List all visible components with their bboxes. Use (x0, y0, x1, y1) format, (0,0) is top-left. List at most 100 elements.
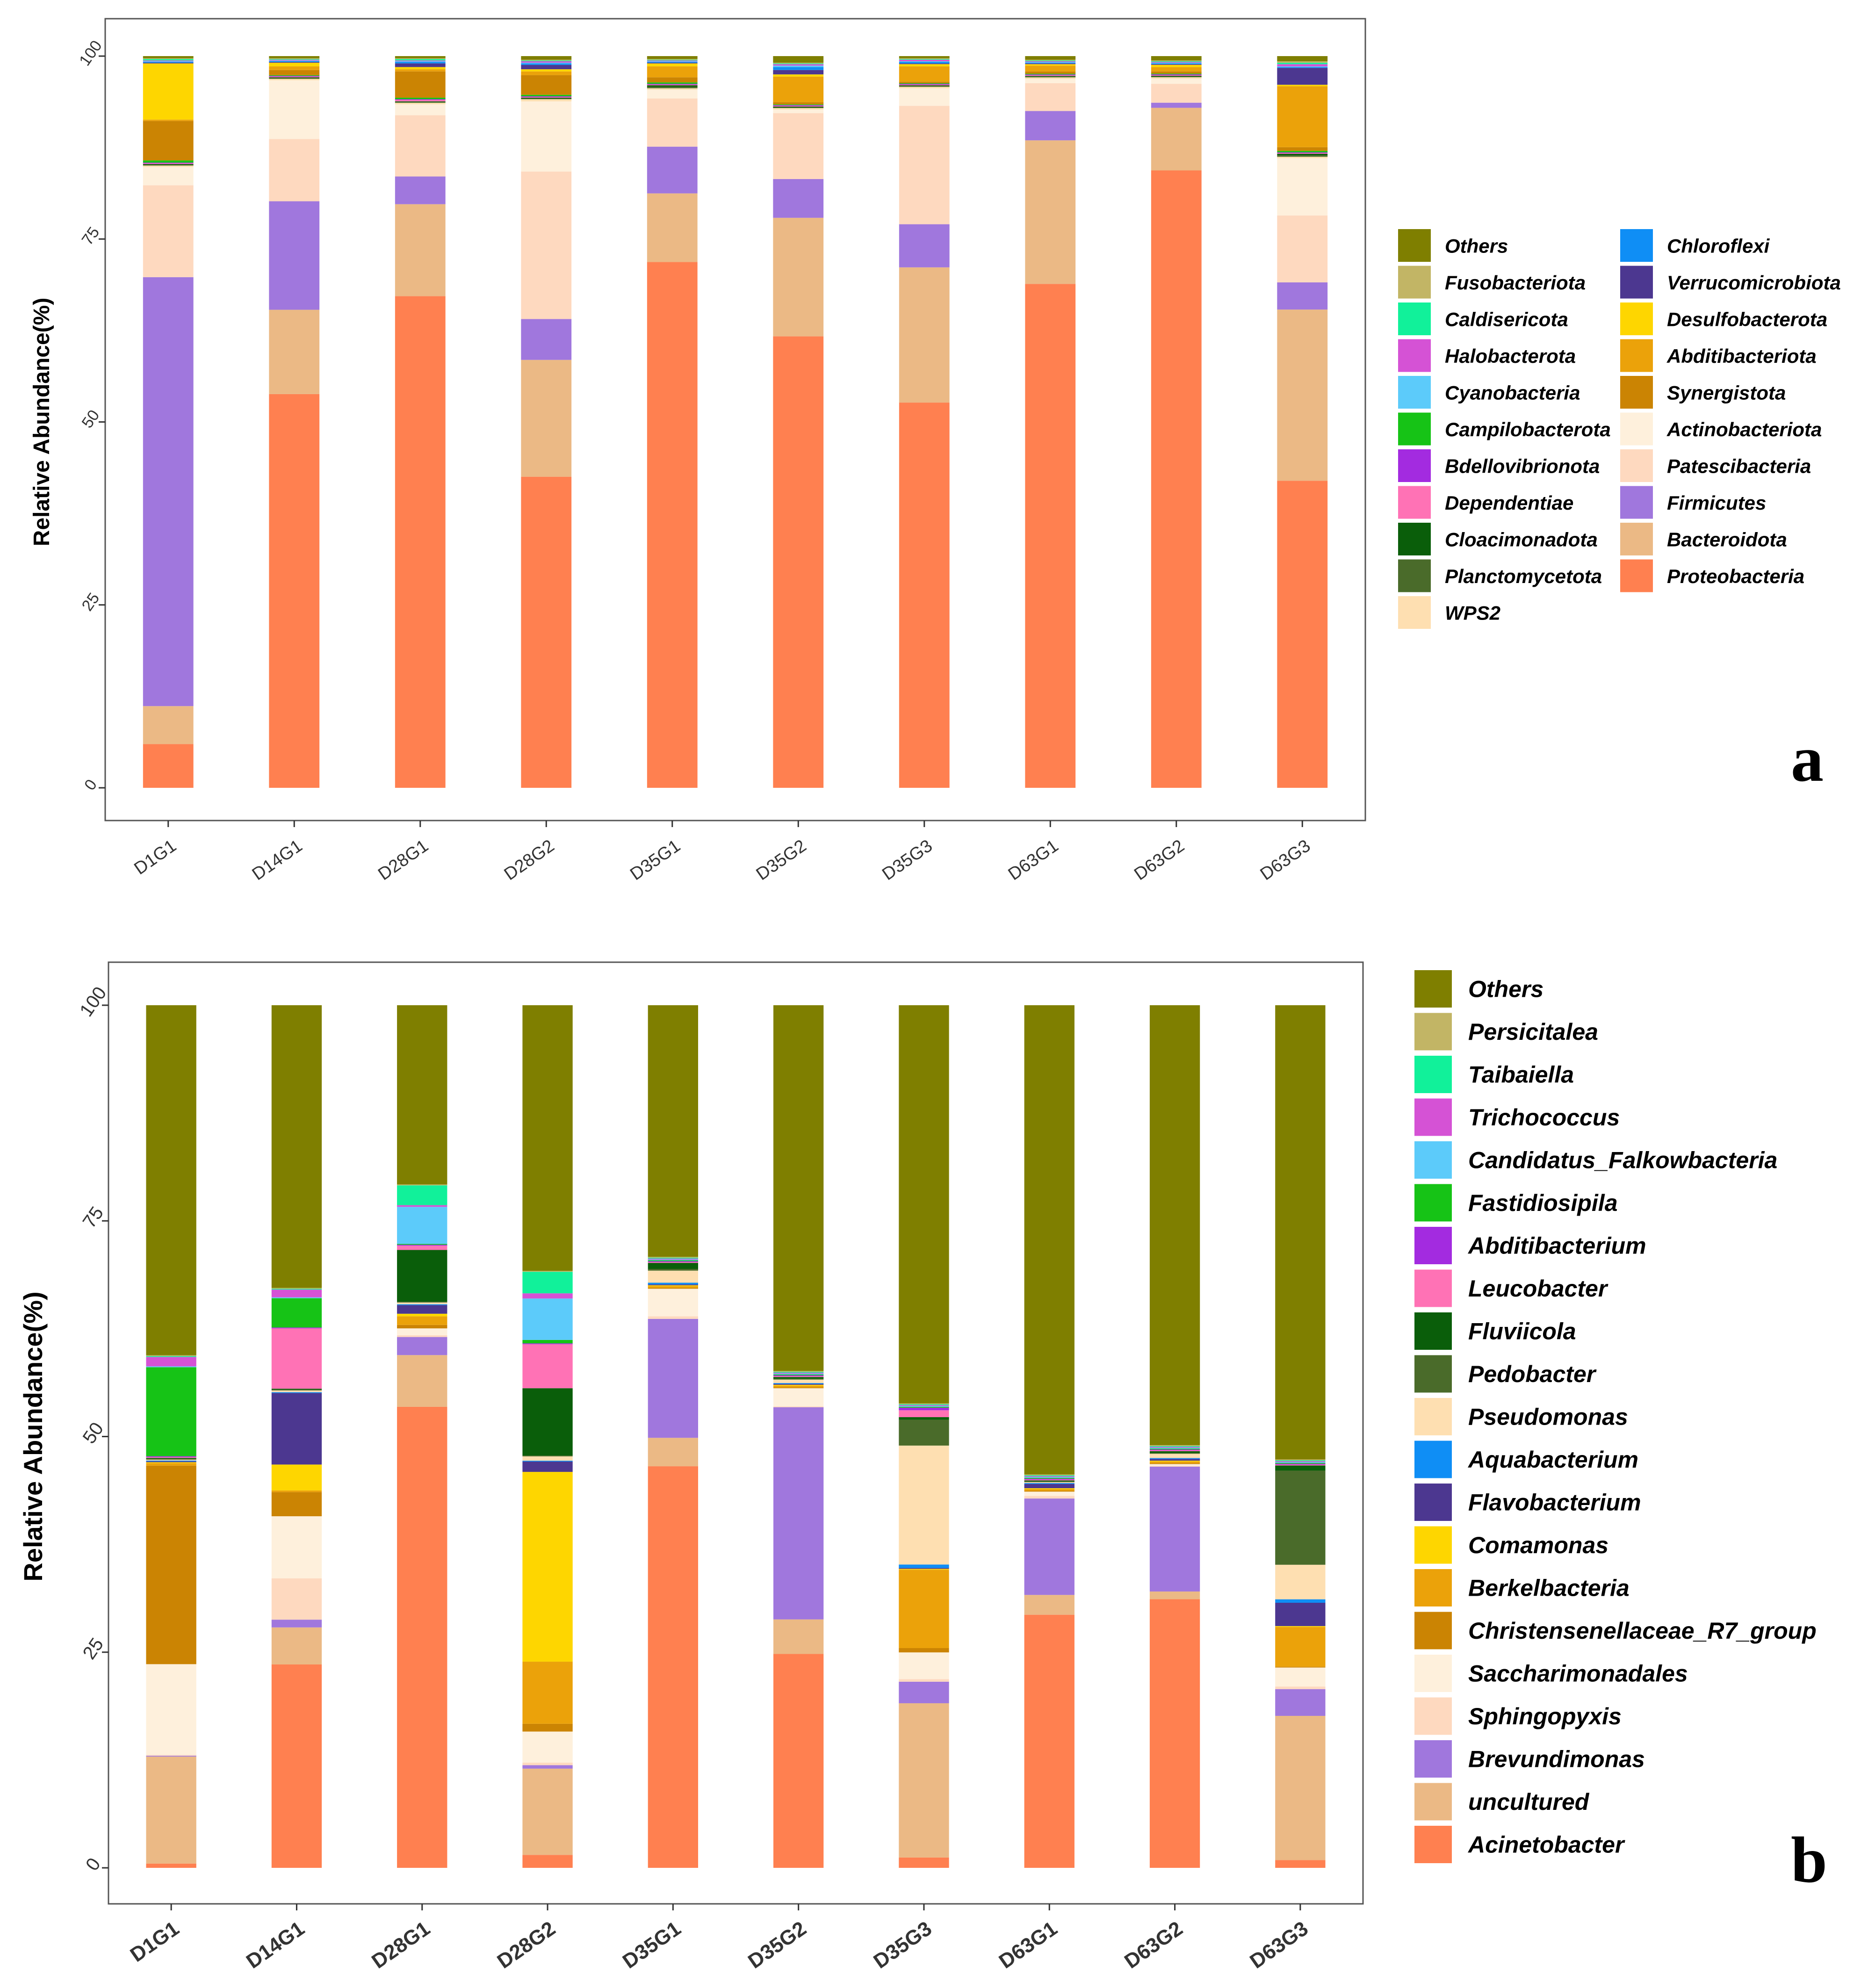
bar-segment-planctomycetota (395, 102, 446, 103)
bar-segment-patescibacteria (1025, 83, 1076, 111)
legend-swatch (1414, 1569, 1452, 1606)
legend-label: Brevundimonas (1468, 1746, 1645, 1772)
bar-segment-trichococcus (1275, 1461, 1326, 1462)
bar-segment-patescibacteria (899, 106, 950, 224)
x-tick-label: D28G1 (375, 836, 432, 884)
legend-swatch (1414, 1398, 1452, 1435)
bar-segment-abditibacterium (1024, 1478, 1075, 1480)
bar-segment-fusobacteriota (1025, 59, 1076, 61)
bar-segment-taibaiella (648, 1258, 699, 1259)
legend-item-bacteroidota: Bacteroidota (1620, 523, 1787, 555)
bar-segment-fluviicola (1024, 1480, 1075, 1482)
legend-swatch (1620, 303, 1653, 335)
bar-segment-persicitalea (522, 1271, 573, 1272)
bar-segment-dependentiae (773, 106, 824, 107)
bar-segment-pedobacter (899, 1419, 949, 1446)
bar-segment-brevundimonas (271, 1620, 322, 1628)
x-tick-label: D63G1 (995, 1917, 1061, 1973)
bar-segment-halobacterota (773, 64, 824, 66)
bar-segment-others (899, 56, 950, 58)
legend-label: Synergistota (1667, 382, 1786, 403)
bar-segment-acinetobacter (648, 1466, 699, 1868)
bar-segment-sphingopyxis (271, 1578, 322, 1620)
x-tick-label: D28G2 (493, 1917, 559, 1973)
bar-segment-acinetobacter (271, 1664, 322, 1868)
bar-segment-christensenellaceae-r7-group (899, 1648, 949, 1653)
bar-segment-bdellovibrionota (773, 105, 824, 106)
bar-segment-abditibacteriota (647, 66, 698, 78)
y-tick-label: 75 (79, 224, 103, 249)
legend-swatch (1414, 1184, 1452, 1222)
bar-segment-christensenellaceae-r7-group (271, 1492, 322, 1516)
legend-label: Proteobacteria (1667, 565, 1804, 587)
bar-segment-caldisericota (1025, 60, 1076, 61)
legend-label: Halobacterota (1445, 345, 1576, 367)
bar-segment-halobacterota (899, 59, 950, 61)
bar-segment-wps2 (899, 86, 950, 88)
bar-segment-verrucomicrobiota (1277, 68, 1328, 85)
x-tick-label: D35G3 (869, 1917, 936, 1973)
y-tick-label: 25 (79, 1634, 108, 1663)
bar-segment-candidatus-falkowbacteria (522, 1298, 573, 1340)
bar-segment-taibaiella (397, 1185, 447, 1205)
x-tick-label: D63G3 (1246, 1917, 1312, 1973)
bar-d35g3 (899, 56, 950, 788)
bar-segment-taibaiella (1275, 1460, 1326, 1462)
bar-segment-fastidiosipila (773, 1374, 824, 1376)
bar-d63g2 (1151, 56, 1202, 788)
bar-segment-taibaiella (1024, 1475, 1075, 1477)
bar-segment-verrucomicrobiota (143, 63, 194, 64)
bar-segment-campilobacterota (1277, 151, 1328, 152)
bar-segment-actinobacteriota (1277, 158, 1328, 216)
x-tick-label: D35G3 (879, 836, 936, 884)
bar-segment-patescibacteria (143, 185, 194, 277)
bar-segment-campilobacterota (1025, 73, 1076, 75)
bar-segment-saccharimonadales (1024, 1491, 1075, 1496)
bar-segment-fluviicola (271, 1389, 322, 1390)
bar-segment-candidatus-falkowbacteria (146, 1366, 196, 1368)
bar-segment-campilobacterota (269, 75, 320, 76)
bar-segment-campilobacterota (773, 104, 824, 105)
bar-segment-actinobacteriota (395, 104, 446, 115)
bar-segment-synergistota (395, 71, 446, 98)
bar-segment-proteobacteria (899, 403, 950, 788)
x-tick-label: D35G1 (619, 1917, 685, 1973)
legend-item-saccharimonadales: Saccharimonadales (1414, 1655, 1688, 1692)
bar-segment-christensenellaceae-r7-group (1275, 1666, 1326, 1668)
bar-segment-wps2 (521, 99, 572, 101)
bar-segment-persicitalea (1275, 1459, 1326, 1461)
plot-frame (104, 18, 1366, 821)
bar-segment-firmicutes (899, 224, 950, 267)
bar-segment-firmicutes (1277, 282, 1328, 310)
bar-segment-brevundimonas (899, 1681, 949, 1703)
bar-segment-pseudomonas (1275, 1564, 1326, 1599)
bar-segment-cloacimonadota (269, 77, 320, 79)
bar-segment-abditibacteriota (143, 119, 194, 121)
legend-swatch (1620, 229, 1653, 262)
bar-segment-persicitalea (1024, 1474, 1075, 1476)
bar-d28g2 (522, 1005, 573, 1868)
bar-segment-bacteroidota (773, 217, 824, 337)
bar-segment-cyanobacteria (647, 61, 698, 62)
legend-item-persicitalea: Persicitalea (1414, 1013, 1598, 1051)
bar-segment-fastidiosipila (1275, 1462, 1326, 1464)
x-tick-label: D14G1 (242, 1917, 309, 1973)
legend-label: Bacteroidota (1667, 528, 1787, 550)
bar-segment-proteobacteria (521, 476, 572, 788)
bar-segment-christensenellaceae-r7-group (1149, 1463, 1200, 1464)
bar-segment-bacteroidota (395, 204, 446, 296)
legend-item-others: Others (1414, 970, 1543, 1008)
bar-segment-campilobacterota (1151, 73, 1202, 74)
bar-segment-leucobacter (522, 1344, 573, 1389)
legend-label: Abditibacterium (1467, 1233, 1646, 1259)
bar-d14g1 (269, 56, 320, 788)
legend-label: Acinetobacter (1467, 1832, 1625, 1858)
bar-segment-sphingopyxis (648, 1316, 699, 1319)
legend-item-brevundimonas: Brevundimonas (1414, 1740, 1645, 1778)
bar-segment-others (773, 56, 824, 63)
bar-segment-cyanobacteria (899, 61, 950, 62)
bar-segment-chloroflexi (647, 62, 698, 63)
bar-segment-fluviicola (522, 1388, 573, 1456)
bar-segment-cyanobacteria (1025, 62, 1076, 63)
bar-segment-planctomycetota (1025, 76, 1076, 78)
